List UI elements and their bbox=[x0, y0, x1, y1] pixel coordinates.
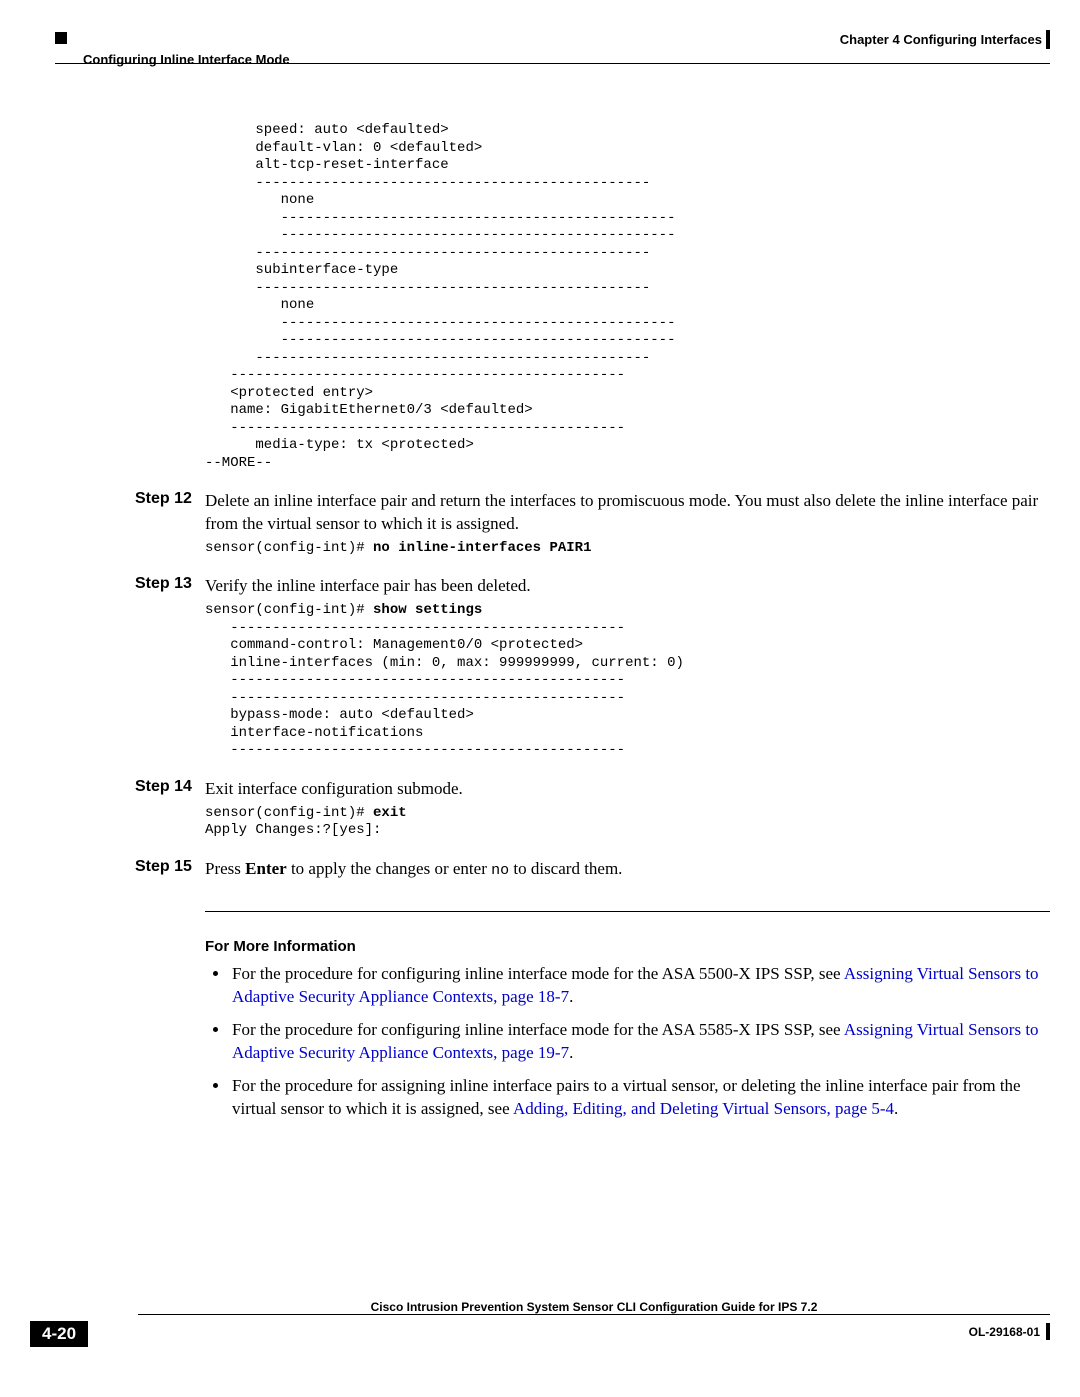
list-item: For the procedure for configuring inline… bbox=[230, 1019, 1050, 1065]
step-13: Step 13 Verify the inline interface pair… bbox=[135, 575, 1050, 598]
step-14-code: sensor(config-int)# exit Apply Changes:?… bbox=[205, 805, 1050, 840]
main-content: speed: auto <defaulted> default-vlan: 0 … bbox=[135, 122, 1050, 1131]
more-info-heading: For More Information bbox=[205, 938, 1050, 955]
step-label: Step 12 bbox=[135, 490, 205, 536]
step-12: Step 12 Delete an inline interface pair … bbox=[135, 490, 1050, 536]
step-text: Exit interface configuration submode. bbox=[205, 778, 1050, 801]
doc-id: OL-29168-01 bbox=[969, 1325, 1040, 1339]
code-prompt: sensor(config-int)# bbox=[205, 540, 373, 556]
code-prompt: sensor(config-int)# bbox=[205, 805, 373, 821]
more-info-list: For the procedure for configuring inline… bbox=[230, 963, 1050, 1121]
code-command: show settings bbox=[373, 602, 482, 618]
code-command: no inline-interfaces PAIR1 bbox=[373, 540, 591, 556]
t: . bbox=[894, 1099, 898, 1118]
code-output: ----------------------------------------… bbox=[205, 620, 684, 759]
header-bar bbox=[1046, 30, 1050, 49]
step-label: Step 13 bbox=[135, 575, 205, 598]
page-number: 4-20 bbox=[30, 1321, 88, 1347]
code-block-top: speed: auto <defaulted> default-vlan: 0 … bbox=[205, 122, 1050, 472]
step-label: Step 15 bbox=[135, 858, 205, 881]
header-section: Configuring Inline Interface Mode bbox=[83, 52, 290, 67]
separator bbox=[205, 911, 1050, 912]
step-label: Step 14 bbox=[135, 778, 205, 801]
list-item: For the procedure for assigning inline i… bbox=[230, 1075, 1050, 1121]
step-12-code: sensor(config-int)# no inline-interfaces… bbox=[205, 540, 1050, 558]
header-chapter: Chapter 4 Configuring Interfaces bbox=[840, 32, 1042, 47]
step-13-code: sensor(config-int)# show settings ------… bbox=[205, 602, 1050, 760]
t: For the procedure for configuring inline… bbox=[232, 964, 844, 983]
footer-bar bbox=[1046, 1323, 1050, 1340]
code-output: Apply Changes:?[yes]: bbox=[205, 822, 381, 838]
t: For the procedure for configuring inline… bbox=[232, 1020, 844, 1039]
t: Press bbox=[205, 859, 245, 878]
step-14: Step 14 Exit interface configuration sub… bbox=[135, 778, 1050, 801]
t-bold: Enter bbox=[245, 859, 287, 878]
footer-bottom: 4-20 OL-29168-01 bbox=[30, 1321, 1050, 1349]
page-footer: Cisco Intrusion Prevention System Sensor… bbox=[30, 1314, 1050, 1349]
step-text: Press Enter to apply the changes or ente… bbox=[205, 858, 1050, 881]
t-mono: no bbox=[491, 862, 509, 879]
footer-rule bbox=[138, 1314, 1050, 1315]
list-item: For the procedure for configuring inline… bbox=[230, 963, 1050, 1009]
t: . bbox=[569, 987, 573, 1006]
t: to apply the changes or enter bbox=[287, 859, 491, 878]
header-marker bbox=[55, 32, 67, 44]
code-command: exit bbox=[373, 805, 407, 821]
footer-doc-title: Cisco Intrusion Prevention System Sensor… bbox=[138, 1300, 1050, 1314]
page-header: Configuring Inline Interface Mode Chapte… bbox=[55, 32, 1050, 64]
cross-ref-link[interactable]: Adding, Editing, and Deleting Virtual Se… bbox=[513, 1099, 894, 1118]
step-text: Delete an inline interface pair and retu… bbox=[205, 490, 1050, 536]
code-prompt: sensor(config-int)# bbox=[205, 602, 373, 618]
step-text: Verify the inline interface pair has bee… bbox=[205, 575, 1050, 598]
t: . bbox=[569, 1043, 573, 1062]
t: to discard them. bbox=[509, 859, 622, 878]
step-15: Step 15 Press Enter to apply the changes… bbox=[135, 858, 1050, 881]
